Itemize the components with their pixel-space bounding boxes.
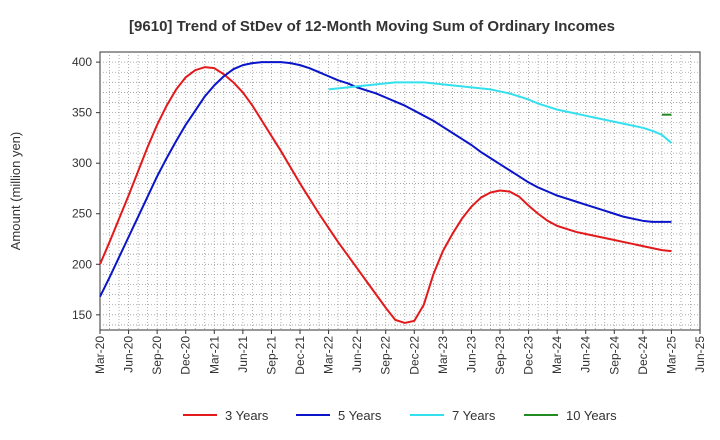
y-tick-label: 350 (72, 106, 92, 120)
x-tick-label: Dec-21 (293, 336, 307, 375)
x-tick-label: Dec-24 (636, 336, 650, 375)
x-tick-label: Jun-25 (693, 336, 707, 373)
x-tick-label: Sep-22 (379, 336, 393, 375)
x-tick-label: Mar-22 (322, 336, 336, 374)
x-tick-label: Jun-20 (122, 336, 136, 373)
x-tick-label: Mar-24 (550, 336, 564, 374)
y-axis-label: Amount (million yen) (8, 132, 23, 251)
x-tick-label: Dec-20 (179, 336, 193, 375)
x-tick-label: Sep-20 (150, 336, 164, 375)
grid-layer (100, 52, 700, 330)
x-tick-label: Sep-23 (493, 336, 507, 375)
series-line-5-years (99, 61, 672, 298)
legend-label-10-years: 10 Years (566, 408, 617, 423)
x-tick-label: Mar-21 (207, 336, 221, 374)
plot-area-frame (99, 51, 701, 331)
x-tick-label: Jun-21 (236, 336, 250, 373)
y-tick-label: 400 (72, 55, 92, 69)
chart-title: [9610] Trend of StDev of 12-Month Moving… (129, 18, 615, 35)
x-tick-label: Jun-22 (350, 336, 364, 373)
x-tick-label: Sep-24 (607, 336, 621, 375)
x-tick-label: Dec-23 (522, 336, 536, 375)
legend-label-7-years: 7 Years (452, 408, 496, 423)
series-layer (99, 61, 673, 324)
y-tick-label: 150 (72, 308, 92, 322)
x-tick-label: Sep-21 (264, 336, 278, 375)
series-line-7-years (328, 81, 673, 144)
series-line-3-years (99, 66, 672, 324)
y-tick-label: 200 (72, 257, 92, 271)
x-tick-label: Mar-25 (664, 336, 678, 374)
x-tick-label: Mar-23 (436, 336, 450, 374)
y-tick-label: 300 (72, 156, 92, 170)
tick-layer: 150 200 250 300 350 400 Mar-20 Jun-20 Sep-20 Dec-… (72, 55, 707, 375)
x-tick-label: Mar-20 (93, 336, 107, 374)
legend-label-3-years: 3 Years (225, 408, 269, 423)
x-tick-label: Jun-23 (464, 336, 478, 373)
legend: 3 Years 5 Years 7 Years 10 Years (183, 408, 617, 423)
legend-label-5-years: 5 Years (338, 408, 382, 423)
y-tick-label: 250 (72, 207, 92, 221)
x-tick-label: Jun-24 (579, 336, 593, 373)
x-tick-label: Dec-22 (407, 336, 421, 375)
